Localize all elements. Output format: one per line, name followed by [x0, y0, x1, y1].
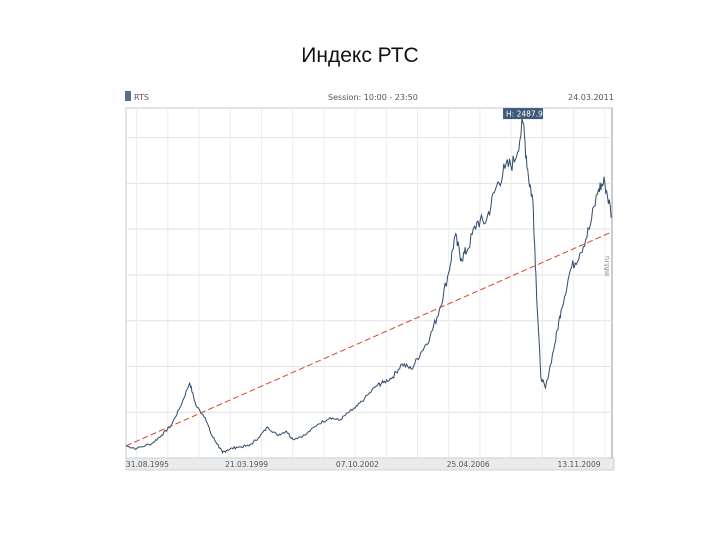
chart-header: RTS Session: 10:00 - 23:50 24.03.2011 — [125, 91, 614, 102]
slide-title: Индекс РТС — [301, 44, 419, 67]
rts-index-chart: RTS Session: 10:00 - 23:50 24.03.2011 H:… — [125, 91, 637, 471]
ticker-label: RTS — [134, 93, 149, 102]
session-label: Session: 10:00 - 23:50 — [328, 93, 418, 102]
high-annotation-box — [503, 108, 544, 120]
x-tick-label: 13.11.2009 — [558, 460, 601, 469]
trendline — [125, 231, 613, 447]
header-date: 24.03.2011 — [568, 93, 614, 102]
x-tick-label: 07.10.2002 — [336, 460, 379, 469]
chart-frame: RTS Session: 10:00 - 23:50 24.03.2011 H:… — [122, 86, 637, 476]
x-tick-label: 21.03.1999 — [225, 460, 268, 469]
x-tick-label: 25.04.2006 — [447, 460, 490, 469]
ticker-marker-icon — [125, 91, 131, 101]
side-watermark-label: mfd.ru — [604, 256, 611, 276]
high-annotation-label: H: 2487.92 — [506, 110, 548, 119]
x-tick-label: 31.08.1995 — [126, 460, 169, 469]
x-axis: 31.08.1995 21.03.1999 07.10.2002 25.04.2006… — [125, 457, 615, 471]
x-axis-band — [125, 457, 615, 471]
grid — [125, 107, 613, 459]
rts-series-line — [125, 118, 613, 455]
